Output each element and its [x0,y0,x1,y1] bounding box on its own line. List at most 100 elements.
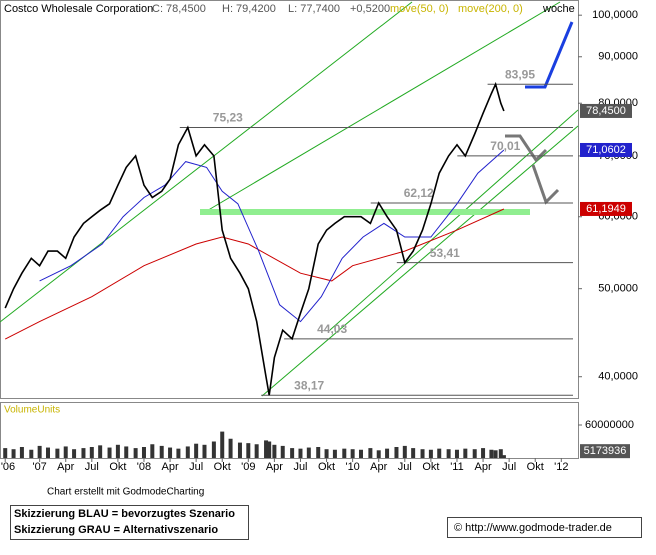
change: +0,5200 [350,3,390,15]
volume-bar [246,443,251,458]
trend-line [261,125,579,397]
volume-bar [267,441,272,458]
volume-bar [237,442,242,458]
volume-bar [63,446,68,458]
y-tick-label: 40,0000 [598,371,638,383]
x-tick-label: Apr [370,461,387,473]
support-band [200,209,530,215]
volume-bar [437,448,442,458]
scenario-grey [531,164,560,205]
volume-bar [19,447,24,458]
level-label: 83,95 [505,67,535,81]
high: H: 79,4200 [222,3,276,15]
price-line [4,208,505,340]
volume-bar [298,448,303,458]
y-tick-label: 90,0000 [598,51,638,63]
x-tick-label: Apr [266,461,283,473]
trend-line [329,109,579,331]
chart-title: Costco Wholesale Corporation [4,3,153,15]
volume-bar [280,445,285,458]
volume-bar [420,449,425,458]
scenario-blue [525,21,574,89]
level-label: 70,01 [490,139,520,153]
x-tick-label: '07 [32,461,46,473]
y-tick-label: 100,0000 [592,9,638,21]
note-blue: Skizzierung BLAU = bevorzugtes Szenario [14,508,235,520]
y-tick-label: 60000000 [585,419,634,431]
volume-bar [446,449,451,458]
volume-bar [254,444,259,458]
x-tick-label: '06 [1,461,15,473]
x-tick-label: Jul [189,461,203,473]
volume-bar [3,448,8,458]
x-tick-label: Jul [398,461,412,473]
level-label: 53,41 [430,246,460,260]
volume-bar [411,448,416,458]
trend-line [204,1,561,213]
volume-bar [385,448,390,458]
x-tick-label: Jul [293,461,307,473]
price-tag-box [580,142,632,157]
volume-bar [498,449,503,458]
price-line [4,81,505,396]
x-tick-label: '11 [450,461,464,473]
volume-bar [463,448,468,458]
volume-bar [72,449,77,458]
volume-bar [133,448,138,458]
price-tag-box [580,201,632,216]
volume-bar [316,447,321,458]
volume-bar [185,446,190,458]
period: woche [542,3,575,15]
source-box [447,517,642,538]
volume-bar [11,449,16,458]
volume-bar [454,449,459,458]
x-tick-label: Jul [85,461,99,473]
x-tick-label: '08 [137,461,151,473]
volume-bar [264,440,269,458]
volume-bar [472,449,477,458]
volume-bar [394,447,399,458]
volume-bar [428,449,433,458]
volume-bar [141,447,146,458]
x-tick-label: Okt [109,461,126,473]
volume-bar [493,450,498,458]
level-label: 75,23 [213,111,243,125]
x-tick-label: Okt [318,461,335,473]
legend-ma50: move(50, 0) [390,3,449,15]
trend-line [0,1,413,323]
volume-bar [306,447,311,458]
volume-bar [220,431,225,458]
x-tick-label: '10 [345,461,359,473]
x-tick-label: Jul [502,461,516,473]
source: © http://www.godmode-trader.de [454,522,612,534]
x-tick-label: Okt [527,461,544,473]
level-label: 38,17 [294,378,324,392]
volume-bar [45,447,50,458]
volume-bar [81,448,86,458]
price-tag-box [580,103,632,118]
volume-bar [194,443,199,458]
volume-bar [55,448,60,458]
volume-bar [168,447,173,458]
x-tick-label: '12 [554,461,568,473]
credit: Chart erstellt mit GodmodeCharting [47,487,204,498]
volume-bar [272,444,277,458]
volume-bar [342,448,347,458]
volume-bar [402,445,407,458]
low: L: 77,7400 [288,3,340,15]
volume-bar [115,444,120,458]
volume-bar [211,441,216,458]
price-tag: 61,1949 [586,203,626,215]
scenario-grey [505,134,548,163]
volume-bar [150,444,155,458]
x-tick-label: Okt [214,461,231,473]
volume-frame [0,402,579,459]
volume-bar [29,449,34,458]
x-tick-label: Okt [422,461,439,473]
price-tag: 71,0602 [586,144,626,156]
y-tick-label: 50,0000 [598,283,638,295]
volume-bar [107,447,112,458]
volume-bar [332,449,337,458]
volume-bar [368,448,373,458]
